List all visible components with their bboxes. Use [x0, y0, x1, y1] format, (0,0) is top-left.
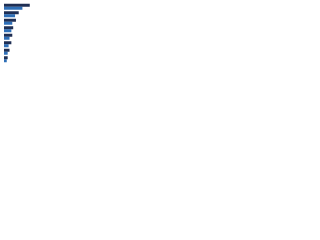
bar	[4, 18, 16, 22]
bar	[4, 36, 10, 40]
chart	[0, 0, 100, 71]
bar	[4, 26, 14, 30]
bar	[4, 33, 13, 37]
bar	[4, 21, 13, 25]
page: (() => { const data = JSON.parse(documen…	[0, 0, 320, 71]
bar	[4, 48, 10, 52]
bar	[4, 3, 30, 7]
bar	[4, 14, 16, 18]
bar	[4, 59, 7, 63]
bar	[4, 51, 8, 55]
bar	[4, 11, 19, 15]
bar	[4, 6, 23, 10]
bar	[4, 44, 9, 48]
bar	[4, 41, 12, 45]
bar	[4, 56, 8, 60]
background	[0, 0, 100, 71]
bar	[4, 29, 12, 33]
